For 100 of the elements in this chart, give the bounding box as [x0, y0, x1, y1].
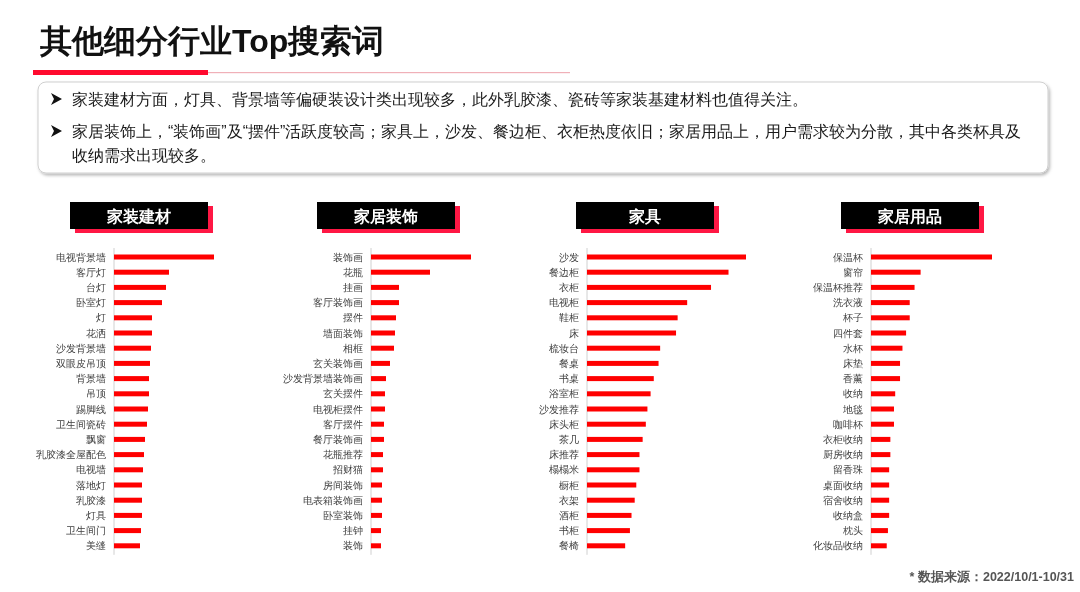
y-tick-label: 沙发推荐	[539, 403, 579, 415]
bar	[371, 543, 381, 549]
bar	[587, 269, 729, 275]
bar	[114, 376, 149, 382]
y-tick-label: 双眼皮吊顶	[56, 357, 106, 369]
y-tick-label: 房间装饰	[323, 479, 363, 491]
y-tick-label: 枕头	[842, 525, 863, 537]
bar	[587, 376, 654, 382]
y-tick-label: 窗帘	[843, 266, 863, 278]
bar	[114, 421, 147, 427]
chart-title: 家居用品	[877, 206, 942, 225]
bar	[114, 330, 152, 336]
bar	[371, 330, 395, 336]
bar	[587, 345, 661, 351]
bar	[114, 315, 152, 321]
bar	[587, 391, 651, 397]
y-tick-label: 卧室装饰	[323, 509, 363, 521]
y-tick-label: 床推荐	[549, 449, 579, 461]
bar	[371, 467, 383, 473]
y-tick-label: 床垫	[843, 357, 863, 369]
y-tick-label: 咖啡杯	[833, 418, 863, 430]
y-tick-label: 浴室柜	[549, 388, 579, 400]
bar	[371, 436, 384, 442]
y-tick-label: 卫生间瓷砖	[56, 418, 106, 430]
y-tick-label: 卫生间门	[66, 525, 106, 537]
bar	[371, 421, 384, 427]
bar	[871, 254, 992, 260]
bar	[587, 512, 632, 518]
y-tick-label: 玄关装饰画	[313, 357, 363, 369]
y-tick-label: 墙面装饰	[322, 327, 363, 339]
y-tick-label: 美缝	[86, 540, 106, 552]
bar	[587, 421, 646, 427]
y-tick-label: 电视墙	[76, 464, 106, 476]
bar	[587, 482, 637, 488]
bar	[587, 528, 630, 534]
bar	[371, 391, 385, 397]
y-tick-label: 挂画	[343, 281, 363, 293]
y-tick-label: 收纳盒	[833, 509, 863, 521]
bar	[871, 406, 894, 412]
bar	[114, 436, 145, 442]
chart-title: 家居装饰	[353, 206, 418, 225]
y-tick-label: 花瓶	[343, 266, 363, 278]
bar	[371, 406, 385, 412]
y-tick-label: 客厅摆件	[323, 418, 363, 430]
y-tick-label: 餐边柜	[549, 266, 579, 278]
bar	[587, 284, 712, 290]
bar	[587, 452, 640, 458]
y-tick-label: 酒柜	[559, 509, 579, 521]
bar	[114, 269, 169, 275]
y-tick-label: 背景墙	[76, 373, 106, 385]
bar	[587, 497, 635, 503]
bar	[871, 482, 890, 488]
bar	[371, 269, 430, 275]
y-tick-label: 花瓶推荐	[323, 449, 363, 461]
y-tick-label: 书柜	[559, 525, 579, 537]
y-tick-label: 客厅装饰画	[313, 297, 363, 309]
y-tick-label: 台灯	[86, 281, 106, 293]
bar	[114, 284, 166, 290]
y-tick-label: 花洒	[86, 327, 106, 339]
bar	[871, 315, 910, 321]
text: 其他细分行业Top搜索词	[39, 23, 385, 59]
bar	[871, 345, 903, 351]
y-tick-label: 踢脚线	[76, 403, 106, 415]
bar	[371, 376, 386, 382]
y-tick-label: 收纳	[843, 388, 863, 400]
y-tick-label: 电视柜摆件	[313, 403, 363, 415]
y-tick-label: 水杯	[843, 342, 863, 354]
y-tick-label: 电视背景墙	[56, 251, 106, 263]
bar	[371, 497, 382, 503]
bar	[114, 543, 140, 549]
y-tick-label: 沙发背景墙装饰画	[283, 373, 363, 385]
y-tick-label: 榻榻米	[549, 464, 579, 476]
y-tick-label: 书桌	[559, 373, 579, 385]
bar	[871, 528, 888, 534]
y-tick-label: 摆件	[343, 312, 363, 324]
bar	[587, 436, 643, 442]
y-tick-label: 衣柜收纳	[823, 433, 863, 445]
y-tick-label: 化妆品收纳	[813, 540, 863, 552]
bar	[371, 254, 471, 260]
y-tick-label: 电视柜	[549, 297, 579, 309]
bar	[587, 543, 626, 549]
bar	[114, 300, 162, 306]
y-tick-label: 茶几	[559, 433, 579, 445]
bar	[871, 300, 910, 306]
bar	[871, 360, 901, 366]
y-tick-label: 餐桌	[559, 357, 579, 369]
bar	[871, 284, 915, 290]
bar	[871, 452, 891, 458]
bar	[871, 376, 901, 382]
bar	[871, 497, 890, 503]
bar	[114, 254, 214, 260]
y-tick-label: 飘窗	[86, 433, 106, 445]
y-tick-label: 餐椅	[559, 540, 579, 552]
bar	[371, 528, 381, 534]
chart-title: 家具	[628, 206, 661, 225]
bar	[114, 345, 151, 351]
y-tick-label: 沙发	[559, 251, 579, 263]
bar	[114, 391, 149, 397]
bar	[371, 452, 383, 458]
bar	[371, 482, 382, 488]
